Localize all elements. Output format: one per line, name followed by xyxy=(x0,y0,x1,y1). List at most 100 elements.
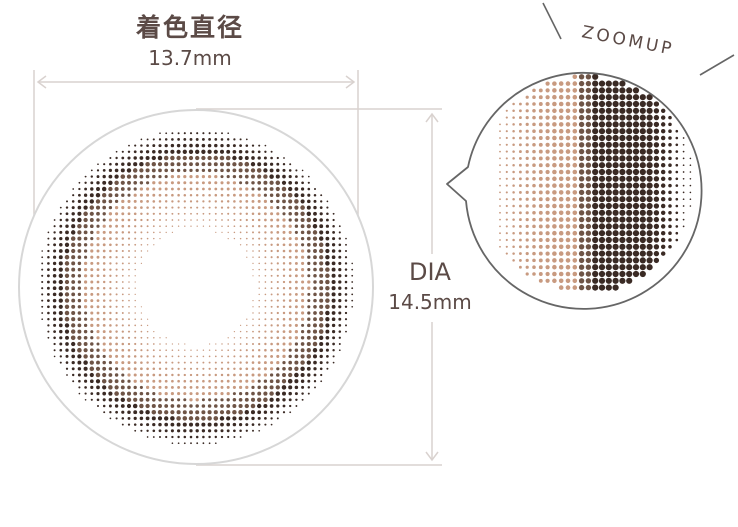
lens-dot xyxy=(121,423,124,426)
lens-dot xyxy=(109,311,112,315)
lens-dot xyxy=(52,311,57,315)
lens-dot xyxy=(270,274,273,277)
lens-dot xyxy=(115,305,118,308)
lens-dot xyxy=(127,162,131,167)
lens-dot xyxy=(96,249,100,253)
lens-dot xyxy=(214,367,217,370)
zoom-dot xyxy=(538,244,543,249)
zoom-dot xyxy=(626,230,633,237)
lens-dot xyxy=(71,212,75,216)
lens-dot xyxy=(270,243,273,246)
lens-dot xyxy=(127,231,131,234)
zoom-dot xyxy=(612,162,619,169)
lens-dot xyxy=(325,224,329,228)
lens-dot xyxy=(319,348,324,353)
zoom-dot xyxy=(572,149,578,154)
lens-dot xyxy=(233,337,236,339)
lens-dot xyxy=(270,281,273,283)
zoom-dot xyxy=(585,162,592,168)
lens-dot xyxy=(134,268,136,271)
lens-dot xyxy=(269,168,274,173)
lens-dot xyxy=(164,162,169,167)
lens-dot xyxy=(171,442,174,445)
lens-dot xyxy=(257,397,262,402)
lens-dot xyxy=(338,261,342,265)
lens-dot xyxy=(227,367,230,370)
lens-dot xyxy=(251,187,255,191)
zoom-dot xyxy=(619,277,626,284)
lens-dot xyxy=(109,274,112,277)
zoom-dot xyxy=(545,183,550,188)
lens-dot xyxy=(282,168,286,172)
lens-dot xyxy=(121,249,124,253)
lens-dot xyxy=(257,355,261,358)
zoom-dot xyxy=(598,196,606,203)
zoom-dot xyxy=(592,121,599,128)
lens-dot xyxy=(245,193,249,197)
zoom-dot xyxy=(538,258,543,263)
zoom-dot xyxy=(585,87,592,94)
zoom-dot xyxy=(653,142,660,148)
lens-dot xyxy=(226,416,231,421)
lens-dot xyxy=(121,224,125,228)
lens-dot xyxy=(71,317,76,322)
lens-dot xyxy=(276,237,280,240)
lens-dot xyxy=(102,311,106,315)
lens-dot xyxy=(351,287,354,290)
lens-dot xyxy=(344,318,348,321)
lens-dot xyxy=(264,318,267,321)
lens-dot xyxy=(158,149,162,154)
lens-dot xyxy=(189,410,193,415)
lens-dot xyxy=(269,187,274,191)
lens-dot xyxy=(307,255,311,259)
lens-dot xyxy=(219,149,225,154)
zoom-dot xyxy=(525,211,529,215)
lens-dot xyxy=(306,205,311,210)
lens-dot xyxy=(202,193,205,197)
zoom-dot xyxy=(565,162,571,168)
zoom-dot xyxy=(668,177,672,181)
lens-dot xyxy=(90,274,94,278)
zoom-dot xyxy=(565,278,571,284)
zoom-dot xyxy=(565,156,571,161)
lens-dot xyxy=(288,336,292,340)
lens-dot xyxy=(208,132,211,135)
lens-dot xyxy=(133,206,137,210)
lens-dot xyxy=(301,311,305,315)
lens-dot xyxy=(202,206,205,209)
lens-dot xyxy=(307,373,311,377)
lens-dot xyxy=(232,404,237,408)
zoom-dot xyxy=(646,134,653,142)
lens-dot xyxy=(157,410,163,415)
lens-dot xyxy=(127,385,131,390)
lens-dot xyxy=(313,211,317,216)
zoom-dot xyxy=(545,95,550,100)
lens-dot xyxy=(232,385,236,389)
lens-dot xyxy=(332,237,336,241)
lens-dot xyxy=(164,416,169,421)
lens-dot xyxy=(300,199,305,204)
lens-dot xyxy=(208,361,211,364)
lens-dot xyxy=(202,219,205,221)
lens-dot xyxy=(190,212,192,215)
zoom-dot xyxy=(538,122,543,127)
lens-dot xyxy=(96,348,100,352)
lens-dot xyxy=(252,237,254,240)
zoom-dot xyxy=(605,107,612,114)
lens-dot xyxy=(177,355,180,358)
lens-dot xyxy=(115,354,119,358)
zoom-dot xyxy=(682,184,685,187)
lens-dot xyxy=(183,361,186,364)
lens-dot xyxy=(331,292,336,297)
zoom-dot xyxy=(552,196,557,202)
zoom-dot xyxy=(525,197,529,201)
lens-dot xyxy=(207,416,212,421)
lens-dot xyxy=(140,212,143,216)
zoom-dot xyxy=(518,163,522,167)
lens-dot xyxy=(326,200,329,203)
lens-dot xyxy=(239,181,243,185)
lens-dot xyxy=(245,225,248,228)
lens-dot xyxy=(171,138,174,141)
zoom-dot xyxy=(505,232,508,235)
lens-dot xyxy=(233,219,236,221)
